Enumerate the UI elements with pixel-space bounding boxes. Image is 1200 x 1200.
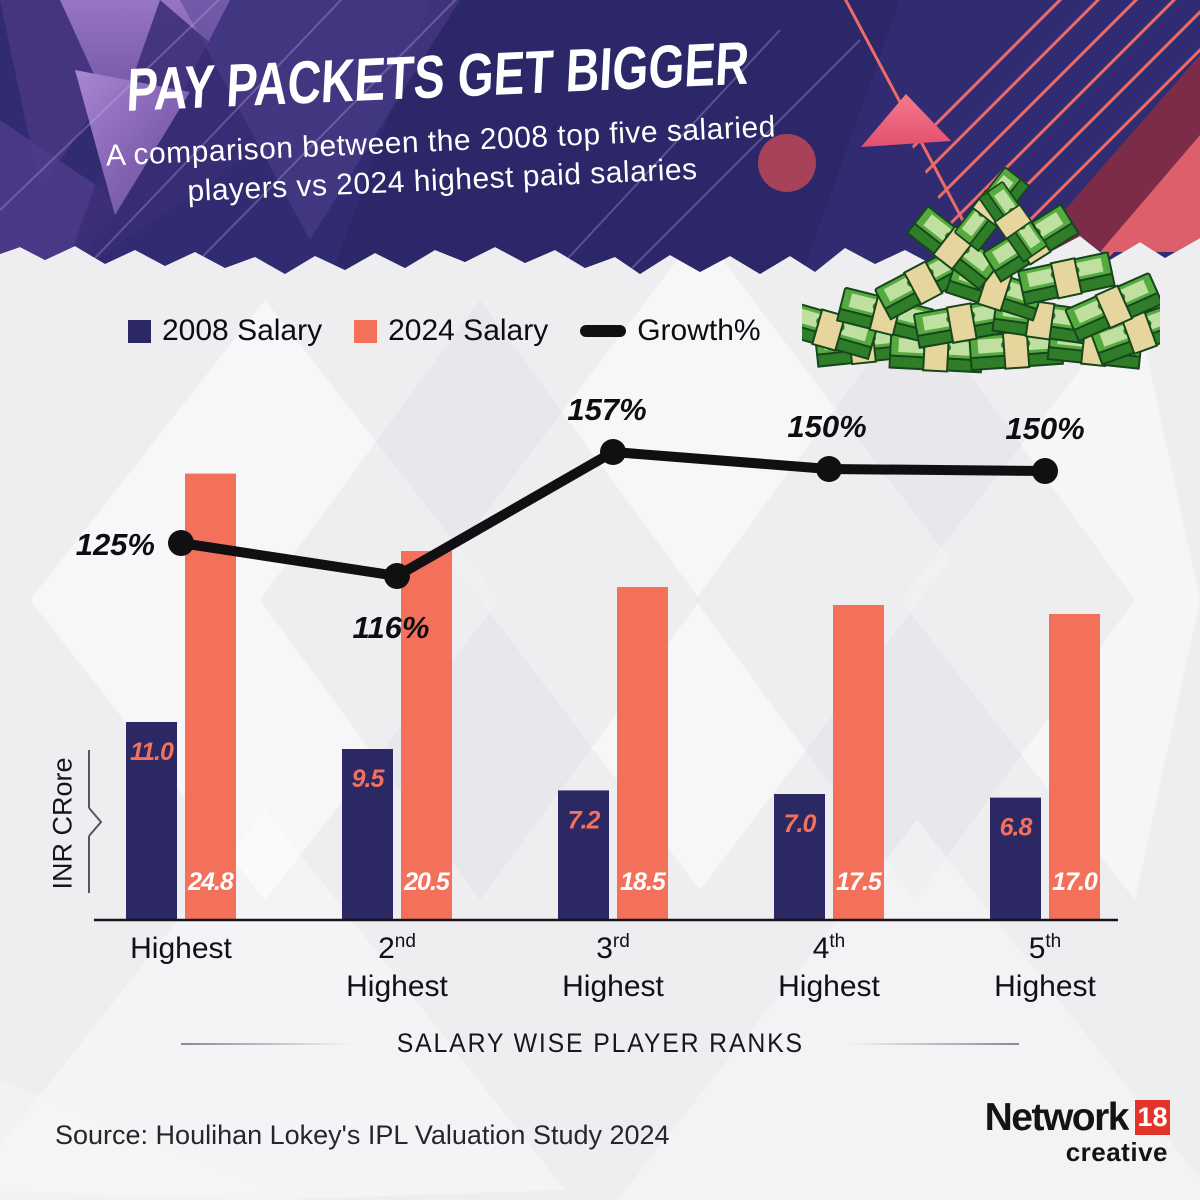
x-axis-title-rule-left — [180, 1042, 353, 1045]
category-label-5: 5th — [1029, 931, 1062, 965]
chart-legend: 2008 Salary 2024 Salary Growth% — [128, 314, 761, 348]
x-axis-title: SALARY WISE PLAYER RANKS — [396, 1028, 804, 1058]
bar-value-label: 20.5 — [403, 868, 451, 896]
legend-label-2008: 2008 Salary — [162, 314, 323, 347]
y-axis-pointer — [88, 750, 103, 893]
bar-value-label: 6.8 — [1000, 814, 1033, 842]
category-label-4-line2: Highest — [778, 970, 880, 1003]
bar-value-label: 9.5 — [352, 765, 386, 793]
legend-item-2024: 2024 Salary — [354, 314, 548, 348]
growth-point-2 — [384, 563, 410, 589]
bar-2008-rank4 — [774, 794, 825, 920]
bar-value-label: 24.8 — [187, 868, 234, 896]
network18-logo: Network 18 creative — [980, 1096, 1170, 1168]
category-label-2: 2nd — [378, 931, 416, 965]
bar-value-label: 11.0 — [130, 738, 174, 766]
bar-2008-rank3 — [558, 790, 609, 920]
legend-label-2024: 2024 Salary — [388, 314, 549, 347]
category-label-1: Highest — [130, 932, 232, 965]
bar-2024-rank4 — [833, 605, 884, 920]
legend-swatch-2008 — [128, 319, 151, 343]
logo-top-row: Network 18 — [980, 1096, 1170, 1139]
source-text: Source: Houlihan Lokey's IPL Valuation S… — [55, 1120, 670, 1150]
bar-2008-rank1 — [126, 722, 177, 920]
legend-swatch-2024 — [354, 319, 378, 343]
growth-point-4 — [816, 456, 842, 482]
growth-label-1: 125% — [76, 527, 155, 562]
logo-network-text: Network — [984, 1096, 1130, 1139]
growth-point-3 — [600, 439, 626, 465]
bar-value-label: 17.5 — [836, 868, 883, 896]
category-label-3-line2: Highest — [562, 970, 664, 1003]
bar-2008-rank2 — [342, 749, 393, 920]
category-label-2-line2: Highest — [346, 970, 448, 1003]
category-label-5-line2: Highest — [994, 970, 1096, 1003]
category-label-3: 3rd — [596, 931, 630, 965]
growth-label-5: 150% — [1005, 411, 1084, 446]
category-label-4: 4th — [813, 931, 846, 965]
growth-label-4: 150% — [787, 409, 866, 444]
legend-item-2008: 2008 Salary — [128, 314, 322, 348]
x-axis-title-rule-right — [847, 1042, 1020, 1045]
bar-value-label: 7.0 — [784, 810, 817, 838]
x-axis-title-row: SALARY WISE PLAYER RANKS — [0, 1028, 1200, 1059]
logo-creative-text: creative — [1065, 1137, 1168, 1167]
bar-value-label: 17.0 — [1052, 868, 1098, 896]
money-pile-icon — [802, 165, 1160, 375]
bar-2008-rank5 — [990, 797, 1041, 920]
bar-2024-rank5 — [1049, 614, 1100, 920]
growth-label-2: 116% — [353, 610, 430, 645]
bar-2024-rank2 — [401, 551, 452, 920]
bar-value-label: 18.5 — [620, 868, 667, 896]
growth-point-1 — [168, 530, 194, 556]
logo-18-badge: 18 — [1135, 1100, 1170, 1135]
legend-item-growth: Growth% — [580, 314, 761, 348]
red-dot-decoration — [758, 134, 816, 192]
legend-line-swatch-growth — [580, 325, 627, 337]
growth-point-5 — [1032, 458, 1058, 484]
bar-2024-rank3 — [617, 587, 668, 920]
growth-label-3: 157% — [567, 392, 646, 427]
pink-triangle-decoration — [861, 94, 951, 147]
legend-label-growth: Growth% — [637, 314, 761, 347]
bar-value-label: 7.2 — [568, 806, 601, 834]
